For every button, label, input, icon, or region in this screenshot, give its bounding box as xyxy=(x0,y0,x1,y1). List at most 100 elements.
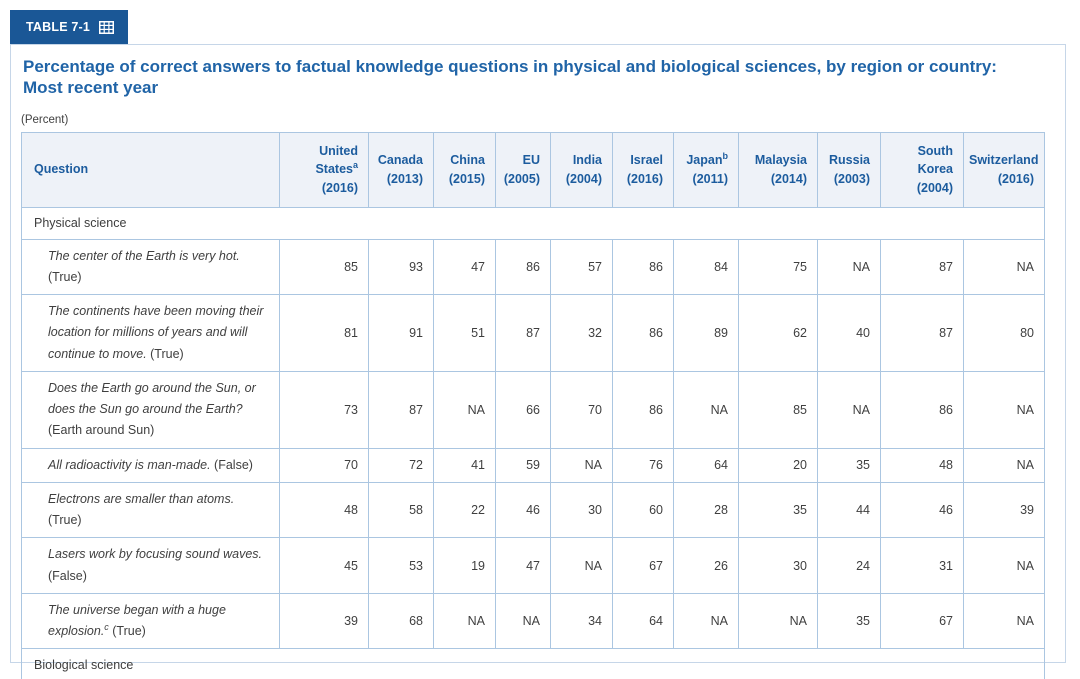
value-cell: 85 xyxy=(279,238,369,295)
value-cell: 86 xyxy=(612,294,674,372)
table-row: The continents have been moving their lo… xyxy=(21,294,1045,372)
value-cell: 73 xyxy=(279,370,369,449)
column-header-malaysia: Malaysia (2014) xyxy=(738,131,818,208)
value-cell: 47 xyxy=(495,537,551,594)
question-cell: The continents have been moving their lo… xyxy=(21,294,280,372)
table-grid-icon xyxy=(99,20,115,34)
value-cell: 46 xyxy=(880,481,964,539)
value-cell: NA xyxy=(433,370,496,449)
value-cell: 46 xyxy=(495,481,551,539)
value-cell: 81 xyxy=(279,294,369,372)
column-header-china: China (2015) xyxy=(433,131,496,208)
column-header-south-korea: South Korea (2004) xyxy=(880,131,964,208)
table-row: Lasers work by focusing sound waves. (Fa… xyxy=(21,537,1045,594)
value-cell: 45 xyxy=(279,537,369,594)
table-panel: Percentage of correct answers to factual… xyxy=(10,44,1066,679)
value-cell: 93 xyxy=(368,238,434,295)
value-cell: NA xyxy=(495,592,551,650)
value-cell: 87 xyxy=(495,294,551,372)
value-cell: 86 xyxy=(612,370,674,449)
value-cell: 75 xyxy=(738,238,818,295)
value-cell: 41 xyxy=(433,447,496,483)
table-header-row: Question United Statesa (2016) Canada (2013… xyxy=(21,131,1045,208)
section-label: Physical science xyxy=(21,206,1045,240)
table-row: Does the Earth go around the Sun, or doe… xyxy=(21,370,1045,449)
value-cell: 39 xyxy=(963,481,1045,539)
value-cell: 84 xyxy=(673,238,739,295)
value-cell: NA xyxy=(673,592,739,650)
value-cell: 39 xyxy=(279,592,369,650)
tab-table-7-1[interactable]: TABLE 7-1 xyxy=(10,10,129,44)
value-cell: NA xyxy=(817,238,881,295)
value-cell: 87 xyxy=(368,370,434,449)
table-row: The center of the Earth is very hot. (Tr… xyxy=(21,238,1045,295)
section-row: Biological science xyxy=(21,648,1045,679)
column-header-russia: Russia (2003) xyxy=(817,131,881,208)
value-cell: NA xyxy=(433,592,496,650)
table-body: Physical science The center of the Earth … xyxy=(21,206,1045,679)
value-cell: 76 xyxy=(612,447,674,483)
value-cell: 32 xyxy=(550,294,613,372)
question-cell: All radioactivity is man-made. (False) xyxy=(21,447,280,483)
value-cell: 64 xyxy=(673,447,739,483)
table-row: All radioactivity is man-made. (False) 70… xyxy=(21,447,1045,483)
value-cell: NA xyxy=(673,370,739,449)
column-header-japan: Japanb (2011) xyxy=(673,131,739,208)
value-cell: 62 xyxy=(738,294,818,372)
value-cell: 26 xyxy=(673,537,739,594)
question-cell: Does the Earth go around the Sun, or doe… xyxy=(21,370,280,449)
value-cell: 86 xyxy=(880,370,964,449)
value-cell: 51 xyxy=(433,294,496,372)
column-header-canada: Canada (2013) xyxy=(368,131,434,208)
value-cell: 34 xyxy=(550,592,613,650)
value-cell: 80 xyxy=(963,294,1045,372)
value-cell: 70 xyxy=(550,370,613,449)
data-table: Question United Statesa (2016) Canada (2013… xyxy=(21,131,1045,679)
value-cell: 31 xyxy=(880,537,964,594)
value-cell: 35 xyxy=(738,481,818,539)
value-cell: 30 xyxy=(550,481,613,539)
value-cell: NA xyxy=(963,592,1045,650)
value-cell: 86 xyxy=(495,238,551,295)
value-cell: 59 xyxy=(495,447,551,483)
value-cell: 30 xyxy=(738,537,818,594)
value-cell: 28 xyxy=(673,481,739,539)
column-header-eu: EU (2005) xyxy=(495,131,551,208)
value-cell: NA xyxy=(963,238,1045,295)
value-cell: NA xyxy=(963,370,1045,449)
column-header-india: India (2004) xyxy=(550,131,613,208)
unit-note: (Percent) xyxy=(21,113,69,126)
question-cell: The universe began with a huge explosion… xyxy=(21,592,280,650)
section-label: Biological science xyxy=(21,648,1045,679)
value-cell: NA xyxy=(550,447,613,483)
column-header-switzerland: Switzerland (2016) xyxy=(963,131,1045,208)
value-cell: 66 xyxy=(495,370,551,449)
value-cell: 40 xyxy=(817,294,881,372)
value-cell: 68 xyxy=(368,592,434,650)
value-cell: 48 xyxy=(880,447,964,483)
table-row: The universe began with a huge explosion… xyxy=(21,592,1045,650)
value-cell: 20 xyxy=(738,447,818,483)
value-cell: 89 xyxy=(673,294,739,372)
table-title: Percentage of correct answers to factual… xyxy=(23,57,997,98)
value-cell: 87 xyxy=(880,238,964,295)
value-cell: 72 xyxy=(368,447,434,483)
value-cell: 48 xyxy=(279,481,369,539)
column-header-question: Question xyxy=(21,131,280,208)
question-cell: Electrons are smaller than atoms. (True) xyxy=(21,481,280,539)
value-cell: 85 xyxy=(738,370,818,449)
value-cell: 47 xyxy=(433,238,496,295)
value-cell: 19 xyxy=(433,537,496,594)
value-cell: 58 xyxy=(368,481,434,539)
value-cell: 35 xyxy=(817,447,881,483)
value-cell: 57 xyxy=(550,238,613,295)
column-header-israel: Israel (2016) xyxy=(612,131,674,208)
value-cell: 60 xyxy=(612,481,674,539)
section-row: Physical science xyxy=(21,206,1045,240)
value-cell: 86 xyxy=(612,238,674,295)
value-cell: NA xyxy=(963,537,1045,594)
value-cell: 64 xyxy=(612,592,674,650)
column-header-united-states: United Statesa (2016) xyxy=(279,131,369,208)
value-cell: 70 xyxy=(279,447,369,483)
value-cell: 35 xyxy=(817,592,881,650)
